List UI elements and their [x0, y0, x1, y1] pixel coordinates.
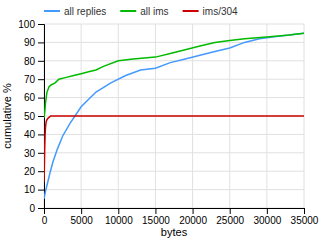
lines — [44, 33, 304, 199]
y-tick-label: 50 — [24, 111, 36, 122]
x-axis-line — [45, 209, 305, 215]
y-tick-mark — [38, 24, 44, 25]
legend-label: ims/304 — [203, 6, 238, 17]
x-tick-mark — [155, 208, 156, 214]
y-axis-line — [38, 25, 45, 209]
legend: all replies all ims ims/304 — [44, 6, 238, 17]
x-tick: 5000 — [71, 208, 94, 226]
y-tick: 60 — [24, 92, 44, 103]
series-line — [44, 33, 304, 118]
x-tick: 10000 — [105, 208, 133, 226]
y-tick-label: 100 — [18, 19, 35, 30]
legend-label: all ims — [140, 6, 168, 17]
y-tick: 90 — [24, 37, 44, 48]
y-tick-label: 90 — [24, 37, 36, 48]
y-tick-mark — [38, 116, 44, 117]
chart: 0 5000 10000 15000 20000 25000 30000 35000 0 10 20… — [0, 0, 320, 240]
y-grid-line — [44, 42, 304, 43]
y-tick-mark — [38, 61, 44, 62]
y-grid-line — [44, 189, 304, 190]
y-tick-mark — [38, 153, 44, 154]
y-tick-label: 60 — [24, 92, 36, 103]
y-tick-label: 80 — [24, 56, 36, 67]
y-tick-mark — [38, 134, 44, 135]
y-tick: 30 — [24, 148, 44, 159]
y-tick-mark — [38, 190, 44, 191]
y-grid-line — [44, 134, 304, 135]
x-tick-label: 15000 — [142, 215, 170, 226]
x-tick-label: 20000 — [179, 215, 207, 226]
y-tick-mark — [38, 98, 44, 99]
legend-swatch — [120, 10, 136, 12]
y-tick-mark — [38, 208, 44, 209]
x-tick-label: 30000 — [253, 215, 281, 226]
y-tick: 40 — [24, 129, 44, 140]
y-grid-line — [44, 79, 304, 80]
plot: 0 5000 10000 15000 20000 25000 30000 35000 0 10 20… — [18, 19, 319, 226]
y-tick-mark — [38, 42, 44, 43]
legend-swatch — [183, 10, 199, 12]
legend-swatch — [44, 10, 60, 12]
x-tick-label: 5000 — [71, 215, 94, 226]
x-tick: 20000 — [179, 208, 207, 226]
x-tick-mark — [304, 208, 305, 214]
x-tick-label: 10000 — [105, 215, 133, 226]
x-tick-mark — [118, 208, 119, 214]
x-tick: 25000 — [216, 208, 244, 226]
x-tick: 30000 — [253, 208, 281, 226]
chart-container: 0 5000 10000 15000 20000 25000 30000 35000 0 10 20… — [0, 0, 320, 240]
x-tick-label: 25000 — [216, 215, 244, 226]
x-tick-mark — [230, 208, 231, 214]
legend-label: all replies — [64, 6, 106, 17]
y-tick: 10 — [24, 184, 44, 195]
x-axis: 0 5000 10000 15000 20000 25000 30000 35000 — [42, 208, 319, 226]
y-tick: 50 — [24, 111, 44, 122]
series-line — [44, 33, 304, 199]
y-grid-line — [44, 24, 304, 25]
series-line — [44, 116, 304, 182]
x-tick-label: 0 — [42, 215, 48, 226]
y-tick: 100 — [18, 19, 44, 30]
x-tick: 35000 — [291, 208, 319, 226]
x-axis-title: bytes — [161, 226, 188, 238]
x-tick-mark — [267, 208, 268, 214]
y-axis-title: cumulative % — [1, 83, 13, 149]
y-tick-label: 30 — [24, 148, 36, 159]
y-grid-line — [44, 152, 304, 153]
y-tick: 80 — [24, 56, 44, 67]
y-tick-label: 70 — [24, 74, 36, 85]
grid — [44, 24, 304, 208]
y-grid-line — [44, 171, 304, 172]
x-tick: 0 — [42, 208, 48, 226]
y-tick: 70 — [24, 74, 44, 85]
y-tick: 20 — [24, 166, 44, 177]
y-tick-label: 40 — [24, 129, 36, 140]
y-tick-label: 0 — [29, 203, 35, 214]
y-axis: 0 10 20 30 40 50 60 70 80 90 100 — [18, 19, 44, 214]
y-grid-line — [44, 97, 304, 98]
x-tick-label: 35000 — [291, 215, 319, 226]
y-tick: 0 — [29, 203, 44, 214]
x-tick: 15000 — [142, 208, 170, 226]
y-tick-mark — [38, 79, 44, 80]
y-tick-label: 20 — [24, 166, 36, 177]
y-tick-mark — [38, 171, 44, 172]
x-tick-mark — [81, 208, 82, 214]
x-tick-mark — [193, 208, 194, 214]
y-tick-label: 10 — [24, 184, 36, 195]
